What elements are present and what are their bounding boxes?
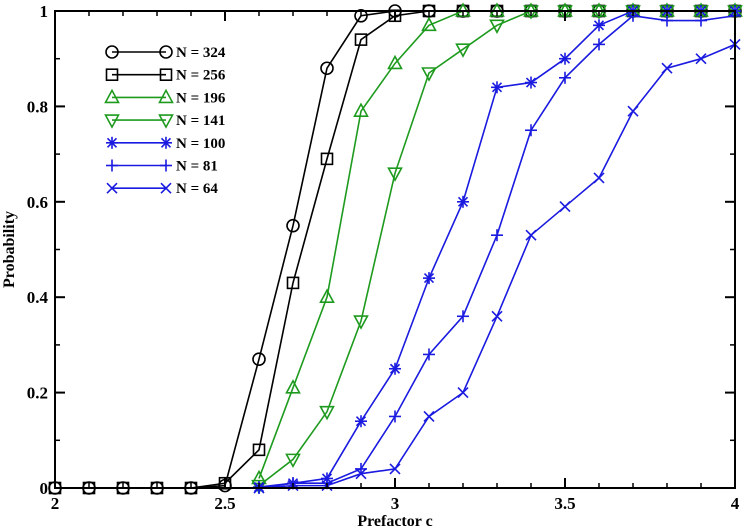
data-point — [627, 105, 639, 117]
data-point — [423, 272, 435, 285]
y-tick-label: 0.8 — [27, 97, 48, 116]
data-point — [421, 16, 437, 32]
data-point — [285, 379, 301, 394]
legend-entry: N = 256 — [105, 68, 226, 84]
legend-label: N = 64 — [176, 181, 218, 197]
x-axis-label: Prefactor c — [357, 513, 432, 530]
data-point — [421, 67, 437, 82]
legend-entry: N = 100 — [106, 136, 225, 152]
data-point — [353, 102, 369, 117]
data-point — [252, 352, 266, 367]
series-5 — [253, 5, 741, 494]
x-tick-label: 2 — [51, 494, 60, 513]
legend-marker — [159, 68, 173, 81]
data-point — [387, 54, 403, 70]
data-point — [319, 288, 335, 304]
x-tick-label: 3 — [391, 494, 400, 513]
y-tick-label: 0.6 — [27, 193, 48, 212]
y-tick-label: 0.2 — [27, 384, 48, 403]
data-point — [489, 19, 505, 34]
legend-marker — [106, 136, 118, 149]
legend-label: N = 141 — [176, 113, 225, 129]
data-point — [286, 276, 300, 290]
series-layer — [48, 2, 743, 495]
legend-marker — [106, 159, 118, 172]
data-point — [353, 315, 369, 330]
legend-marker — [158, 88, 174, 104]
legend-entry: N = 64 — [106, 181, 218, 197]
legend-entry: N = 141 — [104, 113, 225, 129]
legend-entry: N = 324 — [105, 45, 226, 61]
data-point — [319, 405, 335, 421]
series-4 — [251, 5, 743, 495]
data-point — [355, 415, 367, 428]
legend-marker — [104, 114, 120, 129]
legend-marker — [106, 182, 118, 194]
data-point — [695, 53, 707, 65]
legend-label: N = 196 — [176, 90, 226, 106]
data-point — [389, 463, 401, 475]
data-point — [387, 167, 403, 182]
data-point — [320, 152, 334, 166]
y-tick-label: 0.4 — [27, 288, 49, 307]
data-point — [354, 8, 368, 23]
y-tick-label: 0 — [40, 479, 49, 498]
data-point — [525, 124, 537, 137]
data-point — [491, 310, 503, 322]
legend-marker — [158, 114, 174, 129]
data-point — [457, 195, 469, 208]
data-point — [661, 14, 673, 27]
data-point — [593, 19, 605, 32]
data-point — [593, 172, 605, 184]
data-point — [286, 218, 300, 233]
data-point — [525, 76, 537, 89]
series-line — [258, 43, 736, 489]
data-point — [593, 38, 605, 51]
legend-label: N = 324 — [176, 45, 226, 61]
legend-label: N = 100 — [176, 136, 225, 152]
legend-marker — [104, 88, 120, 104]
data-point — [355, 468, 367, 480]
legend: N = 324 N = 256 N = 196 N = 141 N = 100 N = 8… — [104, 45, 226, 197]
data-point — [423, 410, 435, 423]
data-point — [423, 348, 435, 361]
x-tick-label: 3.5 — [554, 494, 575, 513]
data-point — [559, 201, 571, 213]
legend-marker — [160, 136, 172, 149]
legend-marker — [160, 159, 172, 172]
data-point — [695, 14, 707, 27]
data-point — [525, 229, 537, 241]
data-point — [320, 61, 334, 76]
data-point — [661, 62, 673, 74]
legend-entry: N = 196 — [104, 88, 226, 106]
data-point — [559, 52, 571, 65]
x-tick-label: 2.5 — [214, 494, 235, 513]
legend-marker — [105, 68, 119, 81]
data-point — [285, 453, 301, 469]
axes: 2 2.5 3 3.5 4 0 0.2 0.4 0.6 0.8 1 — [27, 2, 740, 513]
x-tick-label: 4 — [731, 494, 740, 513]
legend-label: N = 81 — [176, 159, 218, 175]
data-point — [455, 43, 471, 58]
legend-marker — [105, 45, 119, 59]
series-7 — [253, 38, 741, 494]
series-6 — [253, 9, 741, 494]
legend-label: N = 256 — [176, 68, 226, 84]
series-line — [258, 10, 735, 479]
data-point — [389, 410, 401, 423]
y-tick-label: 1 — [40, 2, 49, 21]
data-point — [354, 33, 368, 46]
data-point — [389, 362, 401, 375]
data-point — [491, 81, 503, 94]
data-point — [491, 229, 503, 242]
data-point — [457, 387, 469, 399]
legend-marker — [160, 182, 172, 194]
data-point — [559, 71, 571, 84]
data-point — [457, 310, 469, 323]
legend-marker — [159, 45, 173, 59]
legend-entry: N = 81 — [106, 159, 218, 175]
y-axis-label: Probability — [1, 211, 18, 288]
data-point — [252, 443, 266, 457]
